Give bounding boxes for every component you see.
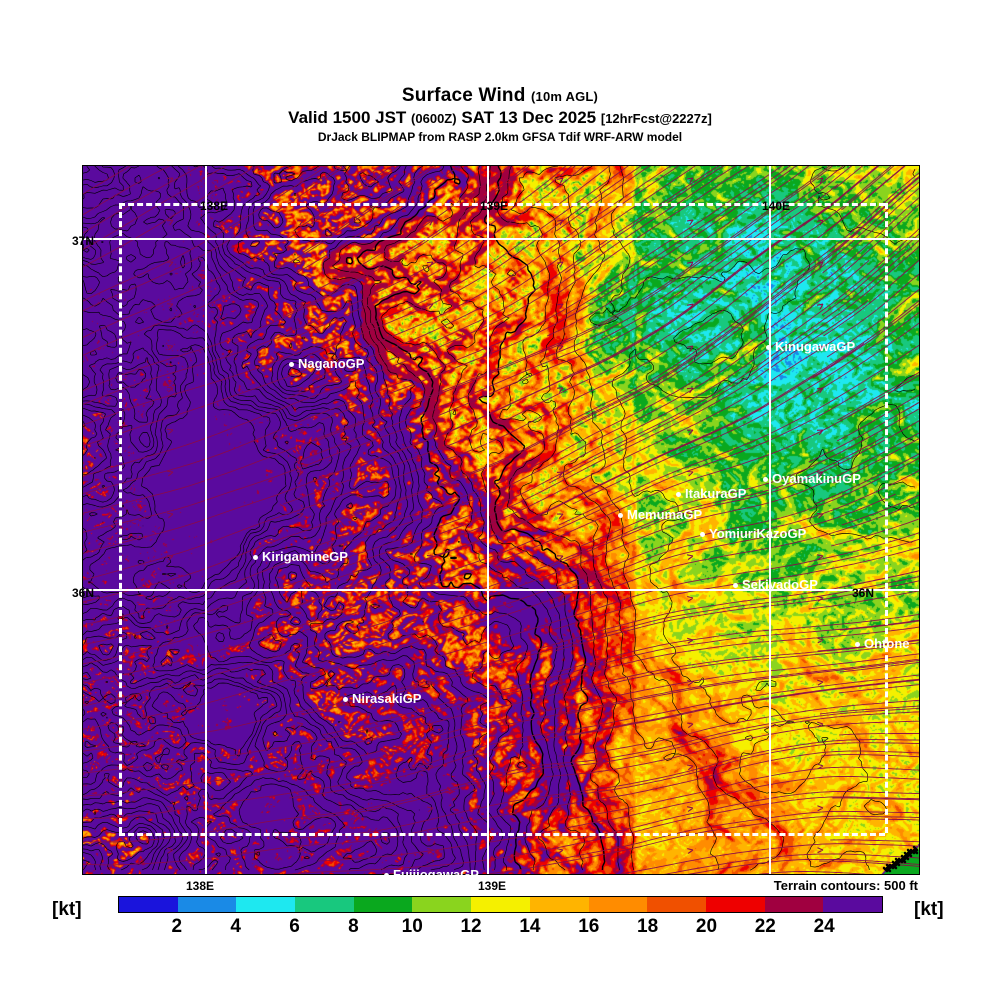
title-main: Surface Wind <box>401 85 526 106</box>
latitude-line-36n <box>83 589 919 591</box>
station-fujiiogawagp[interactable]: FujiiogawaGP <box>384 868 479 881</box>
coastline <box>882 845 919 873</box>
station-kinugawagp[interactable]: KinugawaGP <box>766 340 855 353</box>
terrain-contour-note: Terrain contours: 500 ft <box>773 878 918 893</box>
colorbar-tick-12: 12 <box>460 916 482 937</box>
colorbar-swatch-12 <box>823 897 882 912</box>
colorbar-tick-20: 20 <box>695 916 718 937</box>
station-label: KinugawaGP <box>775 339 856 354</box>
wind-speed-raster <box>83 166 919 874</box>
station-label: SekiyadoGP <box>742 577 818 592</box>
longitude-line-138e <box>205 166 207 874</box>
colorbar-swatch-2 <box>236 897 296 912</box>
grid-label-36n-5: 36N <box>852 586 875 600</box>
title-block: Surface Wind (10m AGL) Valid 1500 JST (0… <box>0 86 1000 145</box>
station-dot-icon <box>343 696 348 702</box>
colorbar-tick-14: 14 <box>519 916 541 937</box>
station-itakuragp[interactable]: ItakuraGP <box>676 487 746 500</box>
model-credit: DrJack BLIPMAP from RASP 2.0km GFSA Tdif… <box>317 130 683 144</box>
colorbar-swatch-4 <box>353 897 413 912</box>
title-line-2: Valid 1500 JST (0600Z) SAT 13 Dec 2025 [… <box>0 108 1000 129</box>
station-dot-icon <box>618 512 623 518</box>
station-oyamakinugp[interactable]: OyamakinuGP <box>763 472 861 485</box>
map-overlays <box>83 166 919 874</box>
station-dot-icon <box>700 531 705 537</box>
colorbar-swatch-3 <box>295 897 354 912</box>
station-label: YomiuriKazoGP <box>709 526 807 541</box>
axis-label-139e: 139E <box>478 879 507 893</box>
title-altitude: (10m AGL) <box>531 89 599 104</box>
colorbar-swatch-7 <box>529 897 589 912</box>
station-sekiyadogp[interactable]: SekiyadoGP <box>733 578 818 591</box>
station-label: NirasakiGP <box>352 691 422 706</box>
colorbar-tick-6: 6 <box>289 916 300 937</box>
colorbar-tick-10: 10 <box>401 916 423 937</box>
forecast-hour: [12hrFcst@2227z] <box>600 111 712 126</box>
colorbar-swatch-11 <box>764 897 824 912</box>
longitude-line-140e <box>769 166 771 874</box>
station-dot-icon <box>763 476 768 482</box>
colorbar[interactable] <box>118 896 883 913</box>
colorbar-swatch-1 <box>177 897 237 912</box>
station-dot-icon <box>676 491 681 497</box>
colorbar-tick-22: 22 <box>754 916 776 937</box>
domain-box-bottom <box>119 833 885 836</box>
colorbar-tick-24: 24 <box>813 916 835 937</box>
colorbar-tick-4: 4 <box>230 916 241 937</box>
domain-box-right <box>885 203 888 833</box>
weather-map[interactable] <box>82 165 920 875</box>
valid-time-utc: (0600Z) <box>411 111 457 126</box>
longitude-line-139e <box>487 166 489 874</box>
colorbar-unit-left: [kt] <box>52 899 82 920</box>
colorbar-swatch-10 <box>705 897 765 912</box>
station-nirasakigp[interactable]: NirasakiGP <box>343 692 421 705</box>
station-dot-icon <box>253 554 258 560</box>
station-label: NaganoGP <box>298 356 365 371</box>
valid-time: Valid 1500 JST <box>288 108 407 127</box>
station-label: ItakuraGP <box>685 486 747 501</box>
station-naganogp[interactable]: NaganoGP <box>289 357 364 370</box>
wind-streamlines <box>83 166 919 874</box>
domain-box-left <box>119 203 122 833</box>
colorbar-tick-18: 18 <box>637 916 659 937</box>
grid-label-138e-0: 138E <box>200 199 229 213</box>
station-dot-icon <box>733 582 738 588</box>
colorbar-tick-labels: 2 4 6 8 10 12 14 16 18 20 22 24 <box>118 916 883 940</box>
grid-label-139e-1: 139E <box>480 199 509 213</box>
station-label: Ohtone <box>864 636 910 651</box>
colorbar-swatch-0 <box>119 897 178 912</box>
station-label: KirigamineGP <box>262 549 348 564</box>
station-dot-icon <box>384 872 389 878</box>
station-label: MemumaGP <box>627 507 703 522</box>
colorbar-tick-8: 8 <box>348 916 359 937</box>
colorbar-unit-right: [kt] <box>914 899 944 920</box>
colorbar-swatch-9 <box>647 897 706 912</box>
station-yomiurikazogp[interactable]: YomiuriKazoGP <box>700 527 806 540</box>
colorbar-tick-16: 16 <box>578 916 600 937</box>
grid-label-37n-3: 37N <box>72 234 95 248</box>
station-kirigaminegp[interactable]: KirigamineGP <box>253 550 348 563</box>
station-ohtone[interactable]: Ohtone <box>855 637 910 650</box>
colorbar-swatch-5 <box>412 897 472 912</box>
station-label: FujiiogawaGP <box>393 867 479 882</box>
colorbar-swatch-8 <box>588 897 648 912</box>
colorbar-tick-2: 2 <box>171 916 183 937</box>
axis-label-138e: 138E <box>186 879 215 893</box>
title-line-1: Surface Wind (10m AGL) <box>0 86 1000 107</box>
grid-label-140e-2: 140E <box>762 199 791 213</box>
colorbar-swatch-6 <box>471 897 530 912</box>
station-memumagp[interactable]: MemumaGP <box>618 508 702 521</box>
station-dot-icon <box>855 641 860 647</box>
grid-label-36n-4: 36N <box>72 586 95 600</box>
latitude-line-37n <box>83 238 919 240</box>
station-dot-icon <box>766 344 771 350</box>
domain-box-top <box>119 203 885 206</box>
station-dot-icon <box>289 361 294 367</box>
valid-date: SAT 13 Dec 2025 <box>461 108 597 127</box>
station-label: OyamakinuGP <box>772 471 861 486</box>
